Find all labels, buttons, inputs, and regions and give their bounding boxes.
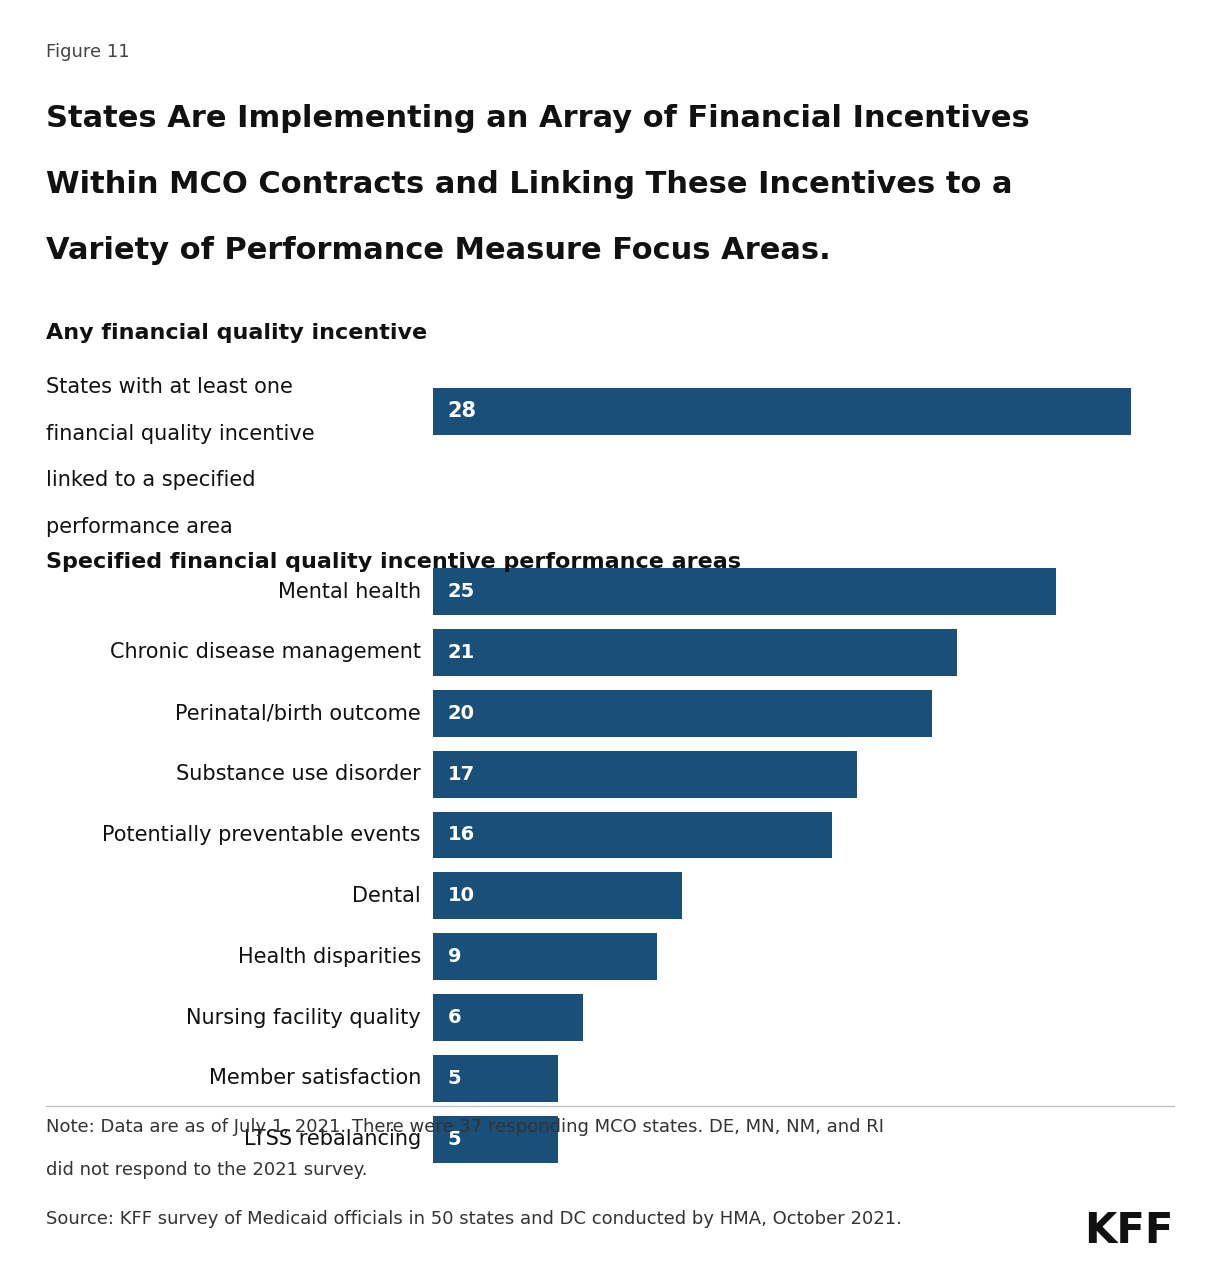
Text: 5: 5 <box>448 1069 461 1088</box>
Bar <box>433 690 932 737</box>
Text: Health disparities: Health disparities <box>238 947 421 966</box>
Text: 9: 9 <box>448 947 461 966</box>
Bar <box>433 751 856 798</box>
Text: Source: KFF survey of Medicaid officials in 50 states and DC conducted by HMA, O: Source: KFF survey of Medicaid officials… <box>46 1210 903 1227</box>
Text: 17: 17 <box>448 765 475 784</box>
Text: 28: 28 <box>448 402 477 421</box>
Text: Substance use disorder: Substance use disorder <box>176 765 421 784</box>
Text: Within MCO Contracts and Linking These Incentives to a: Within MCO Contracts and Linking These I… <box>46 170 1013 199</box>
Bar <box>433 933 658 980</box>
Text: 21: 21 <box>448 643 475 662</box>
Text: Chronic disease management: Chronic disease management <box>110 643 421 662</box>
Text: 16: 16 <box>448 825 475 844</box>
Text: Specified financial quality incentive performance areas: Specified financial quality incentive pe… <box>46 552 742 572</box>
Text: 5: 5 <box>448 1130 461 1149</box>
Bar <box>433 388 1131 435</box>
Text: 20: 20 <box>448 704 475 723</box>
Text: linked to a specified: linked to a specified <box>46 470 256 491</box>
Bar <box>433 812 832 858</box>
Bar <box>433 1055 558 1102</box>
Text: 6: 6 <box>448 1008 461 1027</box>
Text: Variety of Performance Measure Focus Areas.: Variety of Performance Measure Focus Are… <box>46 236 831 265</box>
Text: KFF: KFF <box>1085 1210 1174 1252</box>
Text: Dental: Dental <box>353 886 421 905</box>
Text: Potentially preventable events: Potentially preventable events <box>102 825 421 844</box>
Bar <box>433 994 583 1041</box>
Text: financial quality incentive: financial quality incentive <box>46 424 315 444</box>
Text: LTSS rebalancing: LTSS rebalancing <box>244 1130 421 1149</box>
Text: 25: 25 <box>448 582 475 601</box>
Text: States Are Implementing an Array of Financial Incentives: States Are Implementing an Array of Fina… <box>46 104 1030 133</box>
Text: did not respond to the 2021 survey.: did not respond to the 2021 survey. <box>46 1161 368 1179</box>
Text: States with at least one: States with at least one <box>46 377 293 397</box>
Bar <box>433 872 682 919</box>
Text: Nursing facility quality: Nursing facility quality <box>187 1008 421 1027</box>
Text: Mental health: Mental health <box>278 582 421 601</box>
Text: Perinatal/birth outcome: Perinatal/birth outcome <box>176 704 421 723</box>
Text: Note: Data are as of July 1, 2021. There were 37 responding MCO states. DE, MN, : Note: Data are as of July 1, 2021. There… <box>46 1118 884 1136</box>
Text: performance area: performance area <box>46 517 233 538</box>
Text: Figure 11: Figure 11 <box>46 43 131 61</box>
Bar <box>433 629 956 676</box>
Text: Any financial quality incentive: Any financial quality incentive <box>46 323 427 344</box>
Text: 10: 10 <box>448 886 475 905</box>
Text: Member satisfaction: Member satisfaction <box>209 1069 421 1088</box>
Bar <box>433 1116 558 1163</box>
Bar <box>433 568 1057 615</box>
